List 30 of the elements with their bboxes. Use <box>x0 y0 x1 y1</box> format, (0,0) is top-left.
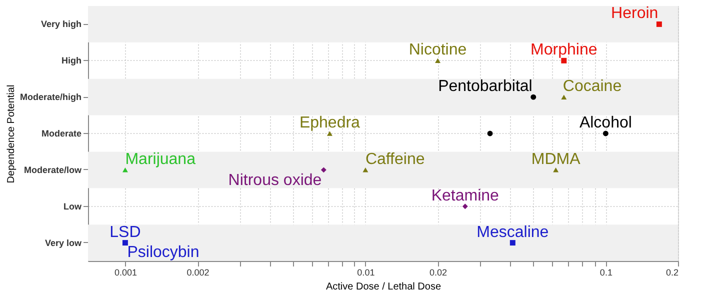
y-tick-label: High <box>62 56 82 66</box>
annotation: Alcohol <box>579 114 632 132</box>
y-tick-label: Very high <box>40 19 82 30</box>
x-tick-label: 0.1 <box>600 268 612 278</box>
annotation: Caffeine <box>365 150 425 168</box>
y-tick-label: Low <box>64 201 82 212</box>
annotation: Marijuana <box>125 150 196 168</box>
annotation: LSD <box>110 224 141 241</box>
annotation: Mescaline <box>476 224 549 241</box>
annotation: Ephedra <box>299 114 360 132</box>
annotation: Nitrous oxide <box>228 172 322 189</box>
y-tick-label: Moderate/low <box>24 164 82 175</box>
x-tick-label: 0.002 <box>186 268 210 278</box>
x-axis-title: Active Dose / Lethal Dose <box>326 282 442 292</box>
y-tick-label: Very low <box>44 238 82 248</box>
x-tick-label: 0.001 <box>114 268 137 278</box>
y-axis-title: Dependence Potential <box>6 84 17 184</box>
x-tick-label: 0.2 <box>666 268 678 278</box>
annotation: MDMA <box>531 150 581 168</box>
annotation: Heroin <box>611 5 658 22</box>
annotation: Cocaine <box>562 78 622 96</box>
annotation: Pentobarbital <box>438 78 532 96</box>
x-tick-label: 0.01 <box>357 268 375 278</box>
annotation: Morphine <box>530 42 598 59</box>
y-tick-label: Moderate <box>41 128 82 138</box>
x-tick-label: 0.02 <box>430 268 448 278</box>
y-tick-label: Moderate/high <box>20 92 82 102</box>
annotation: Ketamine <box>431 187 500 204</box>
annotation: Psilocybin <box>127 244 200 261</box>
annotation: Nicotine <box>408 42 467 59</box>
